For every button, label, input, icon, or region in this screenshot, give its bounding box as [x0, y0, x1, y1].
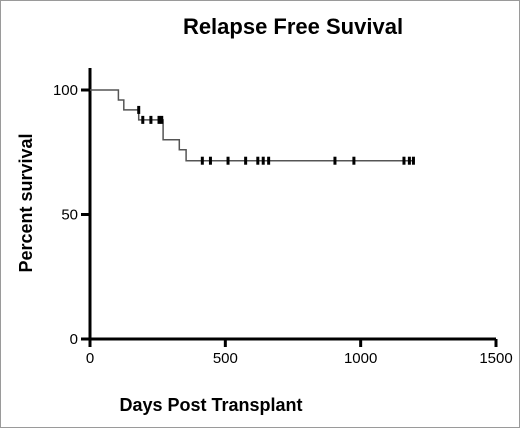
censor-mark	[402, 156, 406, 165]
censor-mark	[208, 156, 212, 165]
censor-mark	[256, 156, 260, 165]
plot-area	[90, 89, 415, 165]
censor-mark	[411, 156, 415, 165]
survival-curve	[90, 89, 415, 162]
censor-mark	[261, 156, 265, 165]
x-axis-label: Days Post Transplant	[119, 395, 302, 415]
x-tick-label: 500	[213, 350, 238, 367]
y-tick-label: 50	[61, 207, 78, 224]
censor-mark	[160, 115, 164, 124]
y-tick-label: 100	[53, 82, 78, 99]
censor-mark	[200, 156, 204, 165]
censor-mark	[244, 156, 248, 165]
y-axis-label: Percent survival	[16, 133, 36, 272]
censor-mark	[137, 105, 141, 114]
chart-title: Relapse Free Suvival	[183, 14, 403, 39]
censor-mark	[267, 156, 271, 165]
x-tick-label: 1000	[344, 350, 377, 367]
censor-mark	[157, 115, 161, 124]
censor-mark	[226, 156, 230, 165]
censor-mark	[352, 156, 356, 165]
censor-mark	[141, 115, 145, 124]
y-tick-label: 0	[70, 331, 78, 348]
censor-mark	[149, 115, 153, 124]
censor-mark	[407, 156, 411, 165]
axes: 0 500 1000 1500 0 50 100	[53, 68, 513, 367]
x-tick-label: 1500	[479, 350, 512, 367]
censor-mark	[333, 156, 337, 165]
x-tick-label: 0	[86, 350, 94, 367]
